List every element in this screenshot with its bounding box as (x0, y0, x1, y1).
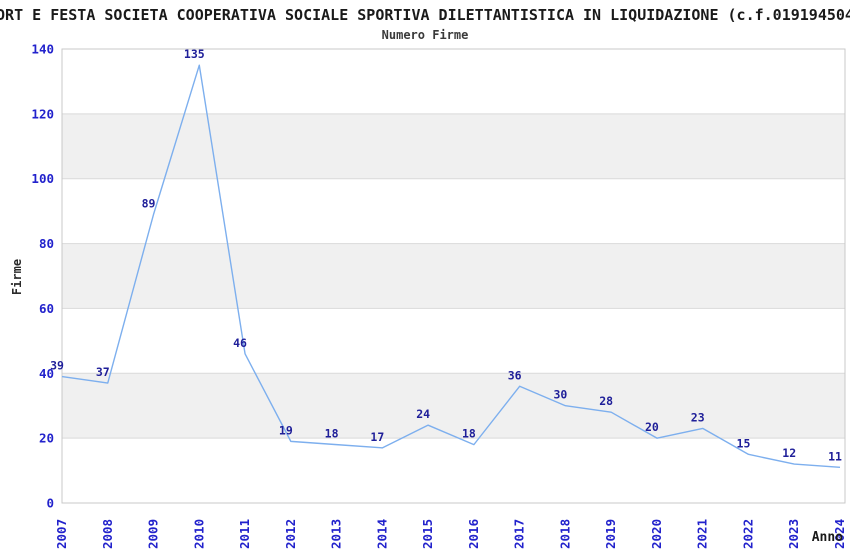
y-axis-tick-label: 120 (31, 106, 54, 121)
x-axis-year-label: 2018 (557, 519, 572, 549)
data-point-label: 36 (508, 368, 522, 382)
y-axis-tick-label: 100 (31, 171, 54, 186)
data-point-label: 28 (599, 394, 613, 408)
x-axis-year-label: 2013 (329, 519, 344, 549)
x-axis-year-label: 2015 (420, 519, 435, 549)
data-point-label: 37 (96, 365, 110, 379)
x-axis-label: Anno (811, 530, 843, 545)
data-point-label: 12 (782, 446, 796, 460)
data-point-label: 18 (325, 427, 339, 441)
x-axis-year-label: 2020 (649, 519, 664, 549)
data-point-label: 20 (645, 420, 659, 434)
data-point-label: 46 (233, 336, 247, 350)
x-axis-year-label: 2008 (100, 519, 115, 549)
data-point-label: 17 (370, 430, 384, 444)
data-point-label: 39 (50, 359, 64, 373)
y-axis-tick-label: 140 (31, 42, 54, 57)
y-axis-tick-label: 20 (39, 431, 54, 446)
x-axis-year-label: 2021 (695, 519, 710, 549)
y-axis-tick-label: 60 (39, 301, 54, 316)
x-axis-year-label: 2010 (191, 519, 206, 549)
plot-band (62, 113, 845, 179)
x-axis-year-label: 2009 (146, 519, 161, 549)
x-axis-year-label: 2024 (832, 519, 847, 549)
x-axis-year-label: 2007 (54, 519, 69, 549)
data-point-label: 135 (184, 47, 205, 61)
x-axis-year-label: 2012 (283, 519, 298, 549)
x-axis-year-label: 2016 (466, 519, 481, 549)
x-axis-year-label: 2014 (374, 519, 389, 549)
chart-subtitle: Numero Firme (381, 28, 469, 42)
y-axis-tick-label: 0 (46, 496, 54, 511)
y-axis-tick-label: 80 (39, 236, 54, 251)
data-point-label: 11 (828, 449, 842, 463)
plot-border (61, 48, 846, 504)
x-axis-year-label: 2011 (237, 519, 252, 549)
plot-band (62, 373, 845, 439)
data-point-label: 18 (462, 427, 476, 441)
data-point-label: 24 (416, 407, 430, 421)
series-line (61, 64, 841, 469)
data-point-label: 23 (691, 410, 705, 424)
x-axis-year-label: 2022 (740, 519, 755, 549)
chart-header-title: ORT E FESTA SOCIETA COOPERATIVA SOCIALE … (0, 6, 850, 24)
x-axis-year-label: 2017 (512, 519, 527, 549)
x-axis-year-label: 2019 (603, 519, 618, 549)
data-point-label: 19 (279, 423, 293, 437)
data-point-label: 15 (737, 436, 751, 450)
y-axis-tick-label: 40 (39, 366, 54, 381)
x-axis-year-label: 2023 (786, 519, 801, 549)
data-point-label: 30 (553, 388, 567, 402)
plot-band (62, 243, 845, 309)
data-point-label: 89 (142, 196, 156, 210)
